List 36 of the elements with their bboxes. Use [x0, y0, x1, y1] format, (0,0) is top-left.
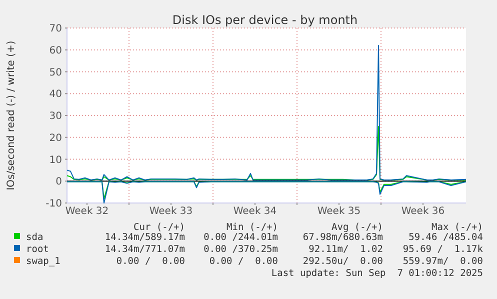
y-tick-label: 30 — [49, 111, 62, 122]
legend-label: root — [26, 244, 49, 255]
y-tick-label: 50 — [49, 67, 62, 78]
x-tick-label: Week 32 — [65, 206, 109, 217]
y-tick-label: 10 — [49, 154, 62, 166]
text: 0.00 / 0.00 — [116, 256, 186, 267]
text: Cur (-/+) — [134, 222, 185, 233]
text: 14.34m/589.17m — [104, 232, 186, 243]
x-tick-label: Week 34 — [233, 206, 277, 217]
text: 0.00 /244.01m — [204, 232, 278, 243]
text: Avg (-/+) — [332, 222, 383, 233]
legend-label: swap_1 — [26, 256, 61, 267]
text: 14.34m/771.07m — [104, 244, 186, 255]
y-axis-title: IOs/second read (-) / write (+) — [6, 40, 17, 190]
chart-title: Disk IOs per device - by month — [172, 13, 358, 27]
x-tick-label: Week 36 — [401, 206, 445, 217]
legend-label: sda — [26, 232, 44, 243]
y-tick-label: 0 — [56, 176, 62, 188]
text: 92.11m/ 1.02 — [308, 244, 383, 255]
x-tick-label: Week 35 — [317, 206, 361, 217]
text: 67.98m/680.63m — [302, 232, 384, 243]
text: 0.00 / 0.00 — [209, 256, 278, 267]
text: 95.69 / 1.17k — [402, 244, 484, 255]
text: Last update: Sun Sep 7 01:00:12 2025 — [271, 268, 483, 279]
y-tick-label: 20 — [49, 132, 62, 144]
y-tick-label: -10 — [46, 198, 62, 210]
x-tick-label: Week 33 — [149, 206, 193, 217]
y-tick-label: 60 — [49, 45, 62, 56]
text: 292.50u/ 0.00 — [302, 256, 384, 267]
text: 59.46 /485.04 — [408, 232, 484, 243]
text: 559.97m/ 0.00 — [402, 256, 484, 267]
y-tick-label: 40 — [49, 89, 62, 100]
y-tick-label: 70 — [49, 24, 62, 34]
text: Max (-/+) — [432, 222, 483, 233]
text: 0.00 /370.25m — [204, 244, 278, 255]
text: Min (-/+) — [226, 222, 278, 233]
